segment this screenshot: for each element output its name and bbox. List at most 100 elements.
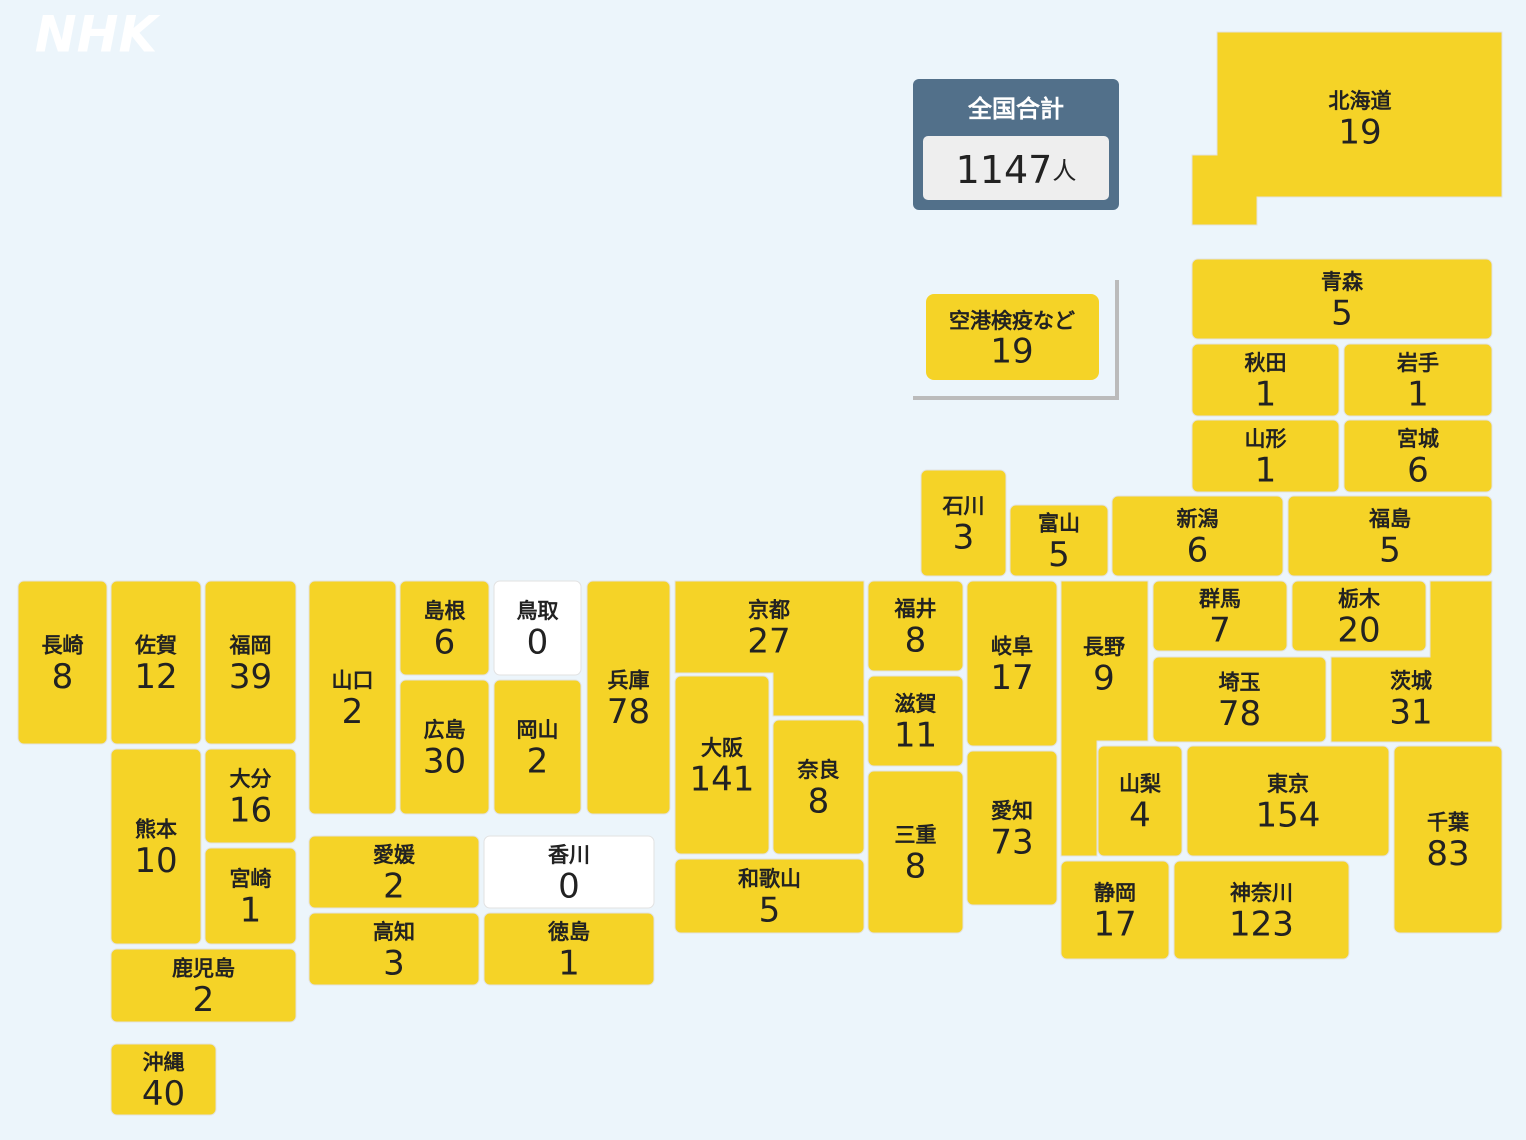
prefecture-name: 山形 — [1245, 427, 1287, 451]
prefecture-tile — [1343, 419, 1493, 493]
prefecture-tile — [1060, 580, 1149, 857]
prefecture-tile — [493, 580, 582, 676]
prefecture-name: 群馬 — [1199, 587, 1241, 611]
prefecture-name: 鳥取 — [517, 599, 559, 623]
prefecture-name: 富山 — [1038, 512, 1080, 536]
prefecture-count: 27 — [747, 622, 790, 662]
prefecture-count: 5 — [759, 891, 781, 931]
prefecture-name: 山口 — [332, 669, 374, 693]
prefecture-name: 長崎 — [42, 634, 84, 658]
prefecture-name: 奈良 — [797, 758, 840, 782]
prefecture-tile — [1191, 31, 1503, 226]
total-label: 全国合計 — [967, 95, 1064, 123]
prefecture-tile — [586, 580, 671, 815]
total-inner — [923, 136, 1109, 200]
prefecture-tile — [1009, 504, 1109, 577]
prefecture-count: 8 — [808, 782, 830, 822]
prefecture-name: 福岡 — [229, 634, 272, 658]
prefecture-name: 大分 — [230, 767, 272, 791]
prefecture-count: 78 — [1218, 694, 1261, 734]
prefecture-count: 5 — [1048, 535, 1070, 575]
prefecture-count: 141 — [690, 760, 755, 800]
prefecture-tile — [17, 580, 108, 745]
total-text: 1147人 — [956, 148, 1077, 192]
prefecture-name: 京都 — [748, 598, 790, 622]
prefecture-name: 徳島 — [547, 920, 590, 944]
prefecture-tile — [399, 679, 490, 815]
prefecture-tile — [674, 580, 865, 717]
prefecture-count: 1 — [558, 944, 580, 984]
prefecture-name: 岡山 — [517, 718, 559, 742]
prefecture-name: 宮城 — [1397, 427, 1439, 451]
prefecture-tile — [1097, 745, 1183, 857]
prefecture-tile — [772, 719, 865, 855]
prefecture-name: 熊本 — [135, 818, 177, 842]
prefecture-name: 山梨 — [1119, 772, 1161, 796]
prefecture-name: 埼玉 — [1219, 671, 1261, 695]
prefecture-tile — [1191, 419, 1340, 493]
prefecture-count: 0 — [527, 623, 549, 663]
prefecture-tile — [966, 750, 1058, 906]
prefecture-tile — [1152, 656, 1327, 743]
prefecture-count: 5 — [1331, 294, 1353, 334]
prefecture-name: 千葉 — [1427, 811, 1470, 835]
total-value: 1147 — [956, 148, 1053, 192]
prefecture-count: 10 — [134, 841, 177, 881]
prefecture-name: 愛媛 — [373, 843, 416, 867]
airport-name: 空港検疫など — [949, 309, 1075, 333]
prefecture-count: 6 — [1187, 531, 1209, 571]
prefecture-name: 福井 — [894, 597, 937, 621]
airport-frame — [913, 280, 1119, 400]
prefecture-name: 岐阜 — [991, 635, 1033, 659]
prefecture-name: 茨城 — [1390, 669, 1432, 693]
prefecture-count: 2 — [193, 980, 215, 1020]
prefecture-tile — [1287, 495, 1493, 577]
prefecture-tile — [1111, 495, 1284, 577]
prefecture-tile — [674, 675, 770, 855]
prefecture-name: 神奈川 — [1230, 881, 1293, 905]
prefecture-name: 愛知 — [991, 799, 1033, 823]
prefecture-tile — [110, 580, 202, 745]
prefecture-count: 31 — [1389, 693, 1432, 733]
prefecture-count: 30 — [423, 742, 466, 782]
prefecture-count: 6 — [434, 623, 456, 663]
prefecture-tile — [1330, 580, 1493, 743]
prefecture-tile — [920, 469, 1007, 577]
prefecture-count: 123 — [1229, 905, 1294, 945]
prefecture-tile — [1291, 580, 1427, 652]
prefecture-name: 石川 — [942, 494, 985, 518]
prefecture-count: 73 — [990, 823, 1033, 863]
airport-tile — [926, 294, 1099, 380]
prefecture-name: 三重 — [895, 823, 937, 847]
prefecture-tile — [1186, 745, 1390, 857]
prefecture-count: 1 — [240, 891, 262, 931]
prefecture-name: 高知 — [373, 920, 415, 944]
prefecture-count: 1 — [1255, 451, 1277, 491]
prefecture-tile — [110, 748, 202, 945]
prefecture-tile — [204, 847, 297, 945]
prefecture-count: 40 — [142, 1074, 185, 1114]
prefecture-tile — [1152, 580, 1288, 652]
prefecture-tile — [674, 858, 865, 934]
prefecture-count: 8 — [905, 847, 927, 887]
prefecture-count: 1 — [1407, 375, 1429, 415]
prefecture-tile — [308, 835, 480, 909]
prefecture-count: 12 — [134, 657, 177, 697]
prefecture-name: 青森 — [1321, 270, 1364, 294]
prefecture-name: 佐賀 — [134, 634, 177, 658]
prefecture-count: 4 — [1129, 796, 1151, 836]
prefecture-count: 20 — [1337, 611, 1380, 651]
prefecture-name: 兵庫 — [608, 669, 650, 693]
prefecture-name: 宮崎 — [230, 867, 272, 891]
prefecture-name: 鹿児島 — [172, 957, 235, 981]
prefecture-count: 7 — [1209, 611, 1231, 651]
prefecture-tile — [110, 1043, 217, 1116]
prefecture-name: 大阪 — [701, 736, 744, 760]
logo: NHK — [35, 6, 161, 64]
prefecture-count: 3 — [383, 944, 405, 984]
prefecture-name: 滋賀 — [895, 692, 937, 716]
prefecture-count: 0 — [558, 867, 580, 907]
prefecture-tile — [1060, 860, 1170, 960]
prefecture-count: 8 — [52, 657, 74, 697]
